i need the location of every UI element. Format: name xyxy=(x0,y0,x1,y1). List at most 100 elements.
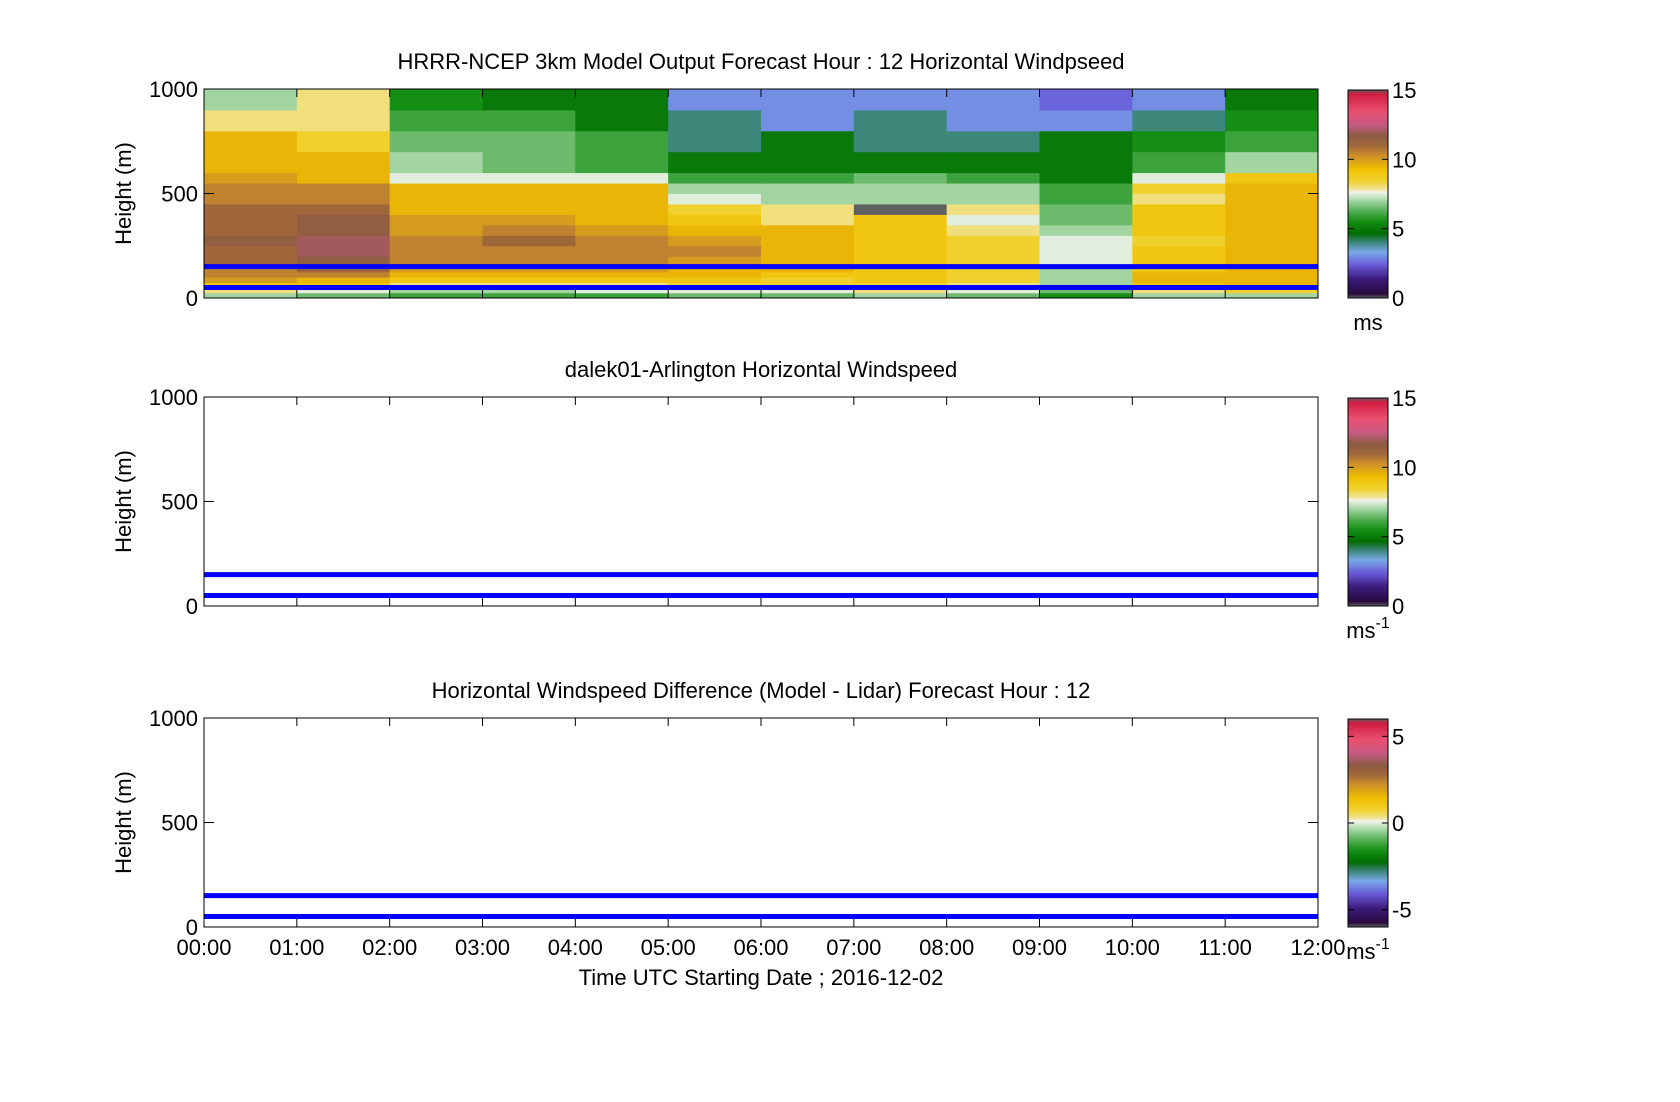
heatmap-cell xyxy=(1039,172,1133,184)
heatmap-cell xyxy=(853,277,948,283)
heatmap-cell xyxy=(296,256,391,268)
heatmap-cell xyxy=(296,151,391,174)
heatmap-cell xyxy=(1225,183,1319,194)
panel-2: 0 500 1000 dalek01-Arlington Horizontal Win… xyxy=(111,357,1416,643)
heatmap-cell xyxy=(946,151,1040,174)
heatmap-cell xyxy=(946,109,1040,132)
heatmap-cell xyxy=(1132,266,1226,273)
heatmap-cell xyxy=(482,271,576,278)
heatmap-cell xyxy=(204,214,298,226)
heatmap-cell xyxy=(761,193,855,205)
heatmap-cell xyxy=(761,235,855,247)
x-tick-label: 08:00 xyxy=(919,935,974,960)
heatmap-cell xyxy=(575,89,669,111)
heatmap-cell xyxy=(761,277,855,283)
heatmap-cell xyxy=(761,224,855,236)
heatmap-cell xyxy=(204,89,298,111)
heatmap-cell xyxy=(1225,235,1319,247)
heatmap-cell xyxy=(575,271,669,278)
heatmap-cell xyxy=(853,203,948,215)
heatmap-cell xyxy=(1132,256,1226,268)
heatmap-cell xyxy=(1225,271,1319,278)
heatmap-cell xyxy=(389,203,483,215)
heatmap-cell xyxy=(946,292,1040,299)
colorbar-tick-label: 0 xyxy=(1392,811,1404,836)
heatmap-cell xyxy=(389,256,483,268)
heatmap-cell xyxy=(853,183,948,194)
panel-title: Horizontal Windspeed Difference (Model -… xyxy=(432,678,1091,703)
heatmap-cell xyxy=(1132,109,1226,132)
heatmap-cell xyxy=(761,109,855,132)
panel-3: 00:00 01:00 02:00 03:00 04:00 05:00 06:00 07:00… xyxy=(111,678,1412,990)
heatmap-cell xyxy=(1132,271,1226,278)
heatmap-cell xyxy=(668,203,762,215)
heatmap-cell xyxy=(946,193,1040,205)
heatmap-cell xyxy=(1039,109,1133,132)
heatmap-cell xyxy=(575,287,669,294)
heatmap-cell xyxy=(296,172,391,184)
heatmap-cell xyxy=(1132,214,1226,226)
colorbar-tick-label: 0 xyxy=(1392,594,1404,619)
heatmap-cell xyxy=(761,266,855,273)
panel-title: dalek01-Arlington Horizontal Windspeed xyxy=(565,357,958,382)
heatmap-cell xyxy=(296,235,391,247)
heatmap-cell xyxy=(482,235,576,247)
heatmap-cell xyxy=(853,271,948,278)
heatmap-cell xyxy=(482,292,576,299)
x-tick-label: 05:00 xyxy=(641,935,696,960)
heatmap-cell xyxy=(1225,151,1319,174)
colorbar-unit-superscript: -1 xyxy=(1376,615,1390,632)
heatmap-cell xyxy=(668,214,762,226)
heatmap-cell xyxy=(482,193,576,205)
heatmap-cell xyxy=(853,151,948,174)
heatmap-cell xyxy=(204,277,298,283)
x-tick-label: 02:00 xyxy=(362,935,417,960)
colorbar-tick-label: 15 xyxy=(1392,386,1416,411)
x-tick-label: 09:00 xyxy=(1012,935,1067,960)
heatmap-cell xyxy=(389,235,483,247)
heatmap-cell xyxy=(1039,224,1133,236)
heatmap-cell xyxy=(668,287,762,294)
heatmap-cell xyxy=(1039,292,1133,299)
heatmap-cell xyxy=(1039,256,1133,268)
y-tick-label: 0 xyxy=(186,594,198,619)
heatmap-cell xyxy=(204,224,298,236)
heatmap-cell xyxy=(1132,183,1226,194)
heatmap-cell xyxy=(668,193,762,205)
heatmap-cell xyxy=(761,203,855,215)
heatmap-cell xyxy=(482,245,576,257)
colorbar-unit-text: ms xyxy=(1346,939,1375,964)
y-tick-label: 500 xyxy=(161,182,198,207)
colorbar xyxy=(1347,89,1389,299)
heatmap-cell xyxy=(668,109,762,132)
heatmap-cell xyxy=(946,89,1040,111)
y-tick-label: 1000 xyxy=(149,706,198,731)
heatmap-cell xyxy=(1225,172,1319,184)
heatmap-cell xyxy=(296,130,391,153)
heatmap-cell xyxy=(668,130,762,153)
heatmap-cell xyxy=(946,224,1040,236)
heatmap-cell xyxy=(1132,245,1226,257)
colorbar-tick-label: 5 xyxy=(1392,525,1404,550)
heatmap-cell xyxy=(1225,193,1319,205)
heatmap-cell xyxy=(204,193,298,205)
heatmap-cell xyxy=(761,89,855,111)
heatmap-cell xyxy=(575,183,669,194)
heatmap-cell xyxy=(575,214,669,226)
heatmap-cell xyxy=(1039,245,1133,257)
heatmap-cell xyxy=(1132,193,1226,205)
heatmap-cell xyxy=(668,271,762,278)
x-tick-label: 04:00 xyxy=(548,935,603,960)
colorbar-unit-text: ms xyxy=(1346,618,1375,643)
heatmap-cell xyxy=(389,287,483,294)
heatmap-cell xyxy=(853,245,948,257)
y-axis-label: Height (m) xyxy=(111,142,136,245)
heatmap-cell xyxy=(204,266,298,273)
heatmap-cell xyxy=(296,277,391,283)
heatmap-cell xyxy=(389,277,483,283)
heatmap-cell xyxy=(1132,235,1226,247)
heatmap-cell xyxy=(761,292,855,299)
heatmap-cell xyxy=(389,292,483,299)
heatmap-cell xyxy=(296,203,391,215)
heatmap-cell xyxy=(1132,287,1226,294)
